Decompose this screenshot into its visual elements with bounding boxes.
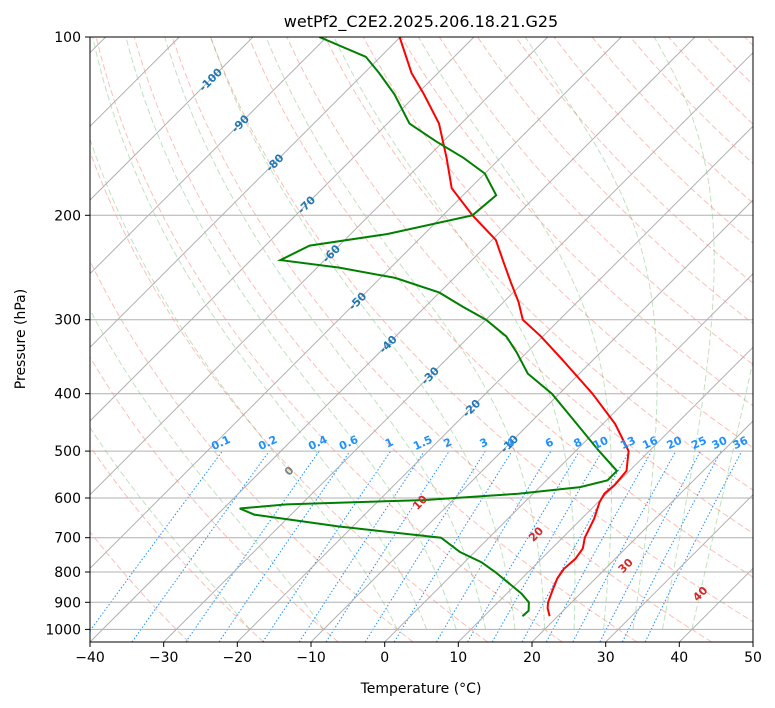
x-tick-label: −20	[223, 650, 253, 666]
x-tick-label: 10	[449, 650, 467, 666]
dry-adiabat	[400, 37, 753, 407]
x-tick-label: −30	[149, 650, 179, 666]
x-axis-label: Temperature (°C)	[360, 681, 482, 697]
isotherm-line	[90, 37, 475, 422]
isotherm-line	[90, 37, 401, 349]
dry-adiabat	[210, 37, 753, 623]
isotherm-grid	[90, 37, 753, 642]
moist-adiabat	[333, 37, 576, 630]
x-tick-label: 40	[670, 650, 688, 666]
x-tick-label: 30	[597, 650, 615, 666]
y-tick-label: 300	[54, 313, 81, 329]
y-tick-label: 500	[54, 444, 81, 460]
mixing-ratio-line	[218, 450, 351, 642]
isotherm-line	[457, 346, 753, 642]
mixing-ratio-label: 10	[591, 434, 611, 452]
mixing-ratio-label: 16	[640, 434, 660, 452]
isotherm-line	[90, 37, 549, 496]
mixing-ratio-line	[621, 450, 722, 642]
dry-adiabat	[95, 37, 563, 642]
x-tick-label: −10	[296, 650, 326, 666]
y-tick-label: 400	[54, 387, 81, 403]
moist-adiabat	[653, 37, 715, 630]
isotherm-line	[90, 37, 328, 275]
dry-adiabat	[171, 37, 712, 642]
x-tick-label: −40	[75, 650, 105, 666]
dry-adiabat	[438, 37, 753, 366]
moist-adiabat	[92, 37, 428, 630]
isotherm-line	[605, 493, 753, 642]
isotherm-line	[90, 37, 254, 201]
moist-adiabat	[164, 37, 487, 630]
y-axis-ticks: 100 200 300 400 500 600 700 800 900 1000	[45, 30, 90, 638]
dry-adiabats	[90, 37, 753, 642]
moist-adiabat	[265, 37, 546, 630]
mixing-ratio-line	[545, 450, 653, 642]
moist-adiabat	[210, 37, 516, 630]
moist-adiabats	[90, 37, 753, 630]
y-tick-label: 200	[54, 208, 81, 224]
moist-adiabat	[90, 137, 398, 630]
mixing-ratio-line	[435, 450, 552, 642]
y-tick-label: 100	[54, 30, 81, 46]
isotherm-line	[531, 420, 753, 642]
moist-adiabat	[90, 426, 251, 630]
isotherm-line	[236, 125, 753, 642]
isotherm-line	[163, 51, 753, 642]
mixing-ratio-line	[572, 450, 677, 642]
mixing-ratio-label: 25	[689, 434, 708, 452]
mixing-ratio-label: 20	[665, 434, 685, 452]
moist-adiabat	[125, 37, 457, 630]
chart-title: wetPf2_C2E2.2025.206.18.21.G25	[284, 12, 558, 32]
y-tick-label: 600	[54, 491, 81, 507]
mixing-ratio-line	[599, 450, 701, 642]
isotherm-line	[384, 272, 753, 642]
isotherm-line	[90, 37, 622, 570]
mixing-ratio-line	[90, 450, 223, 632]
mixing-ratio-line	[262, 450, 392, 642]
mixing-ratio-line	[185, 450, 320, 642]
isotherm-line	[310, 199, 753, 642]
mixing-ratio-line	[325, 450, 450, 642]
x-tick-label: 50	[744, 650, 762, 666]
y-tick-label: 1000	[45, 622, 81, 638]
dewpoint-profile-line	[239, 37, 619, 617]
dry-adiabat	[248, 37, 753, 578]
dry-adiabat	[90, 531, 190, 642]
dry-adiabat	[133, 37, 638, 642]
mixing-ratio-label: 36	[731, 434, 751, 452]
mixing-ratio-line	[298, 450, 425, 642]
temperature-profile-line	[398, 37, 630, 617]
x-tick-label: 20	[523, 650, 541, 666]
moist-adiabat	[691, 358, 753, 630]
x-tick-label: 0	[380, 650, 389, 666]
mixing-ratio-line	[364, 450, 486, 642]
dry-adiabat	[515, 37, 753, 284]
moist-adiabat	[524, 37, 658, 630]
mixing-ratio-line	[644, 450, 743, 642]
mixing-ratio-line	[131, 450, 270, 642]
y-tick-label: 800	[54, 565, 81, 581]
y-axis-label: Pressure (hPa)	[13, 289, 29, 389]
mixing-ratio-label: 30	[710, 434, 730, 452]
isobar-grid	[90, 37, 753, 630]
y-tick-label: 700	[54, 531, 81, 547]
mixing-ratio-line	[393, 450, 513, 642]
y-tick-label: 900	[54, 595, 81, 611]
isotherm-line	[90, 37, 696, 642]
dry-adiabat	[90, 150, 488, 642]
plot-frame	[89, 36, 754, 643]
dry-adiabat	[90, 445, 264, 642]
profile-series	[239, 37, 630, 617]
x-axis-ticks: −40 −30 −20 −10 0 10 20 30 40 50	[75, 642, 762, 666]
mixing-ratio-label: 13	[618, 434, 637, 452]
